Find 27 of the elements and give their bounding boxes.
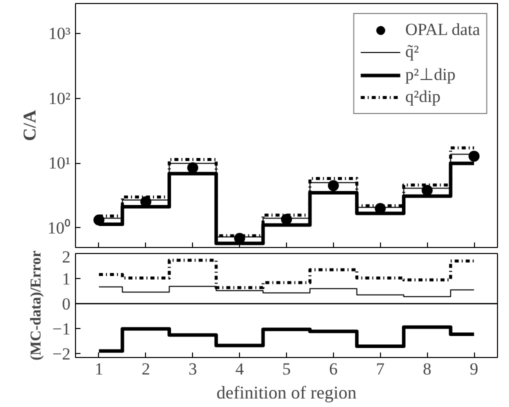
y-tick-label: −1	[52, 320, 71, 339]
y-tick-label: 10³	[48, 24, 71, 43]
x-tick-label: 8	[422, 360, 432, 378]
y-tick-label: 10¹	[48, 154, 71, 173]
x-tick-label: 9	[470, 360, 478, 378]
x-tick-label: 3	[188, 360, 197, 378]
y-tick-label: 2	[62, 248, 70, 266]
x-tick-label: 1	[94, 360, 104, 378]
legend-label: q²dip	[405, 87, 441, 107]
point	[468, 150, 480, 162]
y-tick-label: 0	[62, 294, 70, 314]
y-tick-label: 10⁰	[48, 218, 70, 238]
legend-label: OPAL data	[405, 20, 480, 40]
x-axis-title: definition of region	[216, 382, 356, 402]
x-tick-label: 7	[376, 360, 386, 378]
x-tick-label: 5	[282, 360, 291, 378]
y-axis-title: (MC-data)/Error	[28, 250, 44, 360]
y-axis-title: C/A	[20, 110, 40, 141]
x-tick-label: 2	[142, 360, 150, 378]
x-tick-label: 4	[235, 360, 244, 378]
point	[328, 180, 339, 192]
x-tick-label: 6	[329, 360, 338, 378]
legend-label: p²⊥dip	[405, 64, 456, 85]
y-tick-label: −2	[52, 344, 71, 364]
y-tick-label: 10²	[48, 88, 71, 108]
legend-label: q̃²	[405, 42, 420, 62]
y-tick-label: 1	[62, 270, 70, 289]
